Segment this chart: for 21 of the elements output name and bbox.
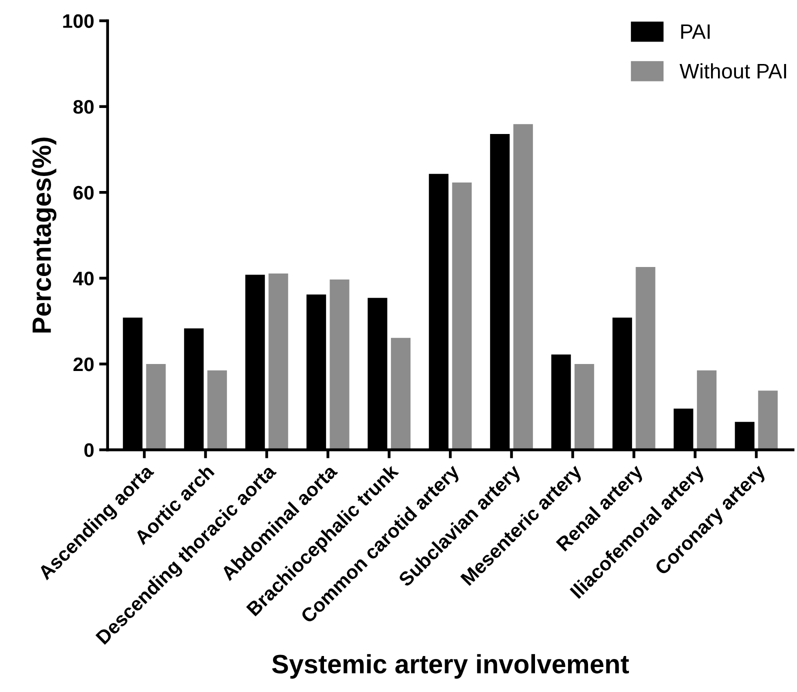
y-tick-label: 20	[73, 357, 94, 372]
bar	[513, 124, 533, 450]
y-tick-label: 40	[73, 272, 94, 286]
bar	[268, 273, 288, 450]
y-tick-label: 80	[73, 100, 94, 114]
bar	[696, 370, 717, 450]
y-tick-label: 60	[73, 186, 94, 200]
legend-label: Without PAI	[680, 63, 786, 79]
bar	[330, 279, 350, 450]
bar	[207, 370, 227, 450]
bar	[452, 182, 472, 450]
bar	[758, 390, 778, 450]
y-tick-label: 0	[84, 443, 94, 458]
bar	[146, 364, 166, 450]
y-axis-title: Percentages(%)	[32, 138, 56, 333]
bar	[636, 267, 656, 450]
bar	[390, 338, 411, 450]
bar	[574, 364, 594, 450]
y-tick-label: 100	[63, 14, 94, 28]
x-axis-title: Systemic artery involvement	[272, 654, 629, 679]
legend-label: PAI	[681, 24, 710, 39]
